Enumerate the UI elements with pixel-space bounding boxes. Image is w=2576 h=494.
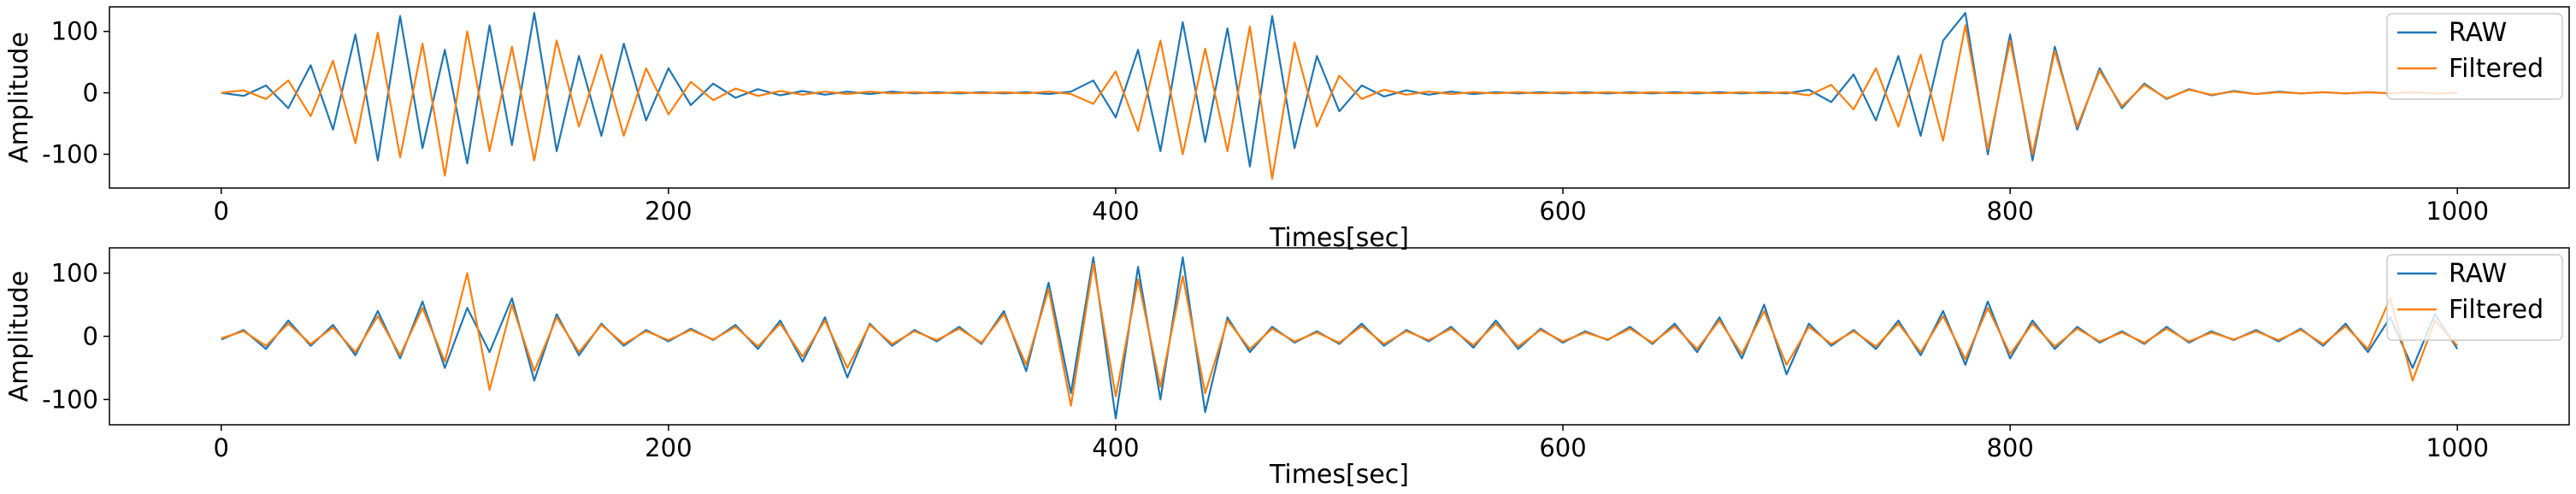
x-tick-label: 400 (1092, 433, 1139, 462)
x-tick-label: 800 (1986, 433, 2033, 462)
x-tick-label: 600 (1539, 197, 1586, 226)
x-tick-label: 1000 (2426, 433, 2489, 462)
axes-frame (109, 6, 2570, 189)
y-tick-label: -100 (42, 139, 98, 168)
legend: RAW Filtered (2386, 254, 2563, 341)
x-tick-label: 0 (214, 433, 229, 462)
legend-label-filtered: Filtered (2449, 54, 2544, 84)
series-line-filtered (221, 24, 2458, 180)
legend: RAW Filtered (2386, 13, 2563, 100)
x-tick-label: 800 (1986, 197, 2033, 226)
series-line-filtered (221, 262, 2459, 407)
x-tick-label: 200 (645, 433, 692, 462)
y-axis-label: Amplitude (4, 32, 34, 163)
legend-label-filtered: Filtered (2449, 295, 2544, 325)
y-axis-label: Amplitude (4, 271, 34, 403)
x-tick-label: 0 (214, 197, 229, 226)
x-axis-label: Times[sec] (1269, 460, 1409, 490)
x-tick-label: 400 (1092, 197, 1139, 226)
y-tick-label: 100 (51, 17, 98, 46)
x-tick-label: 600 (1539, 433, 1586, 462)
series-group (221, 256, 2459, 420)
series-line-raw (221, 12, 2458, 168)
y-tick-label: 0 (83, 79, 98, 108)
y-tick-label: 0 (83, 322, 98, 351)
x-tick-label: 1000 (2426, 197, 2489, 226)
series-line-raw (221, 256, 2459, 420)
legend-label-raw: RAW (2449, 259, 2507, 289)
y-tick-label: -100 (42, 385, 98, 414)
subplot-bottom: 0 200 400 600 800 1000 -100 0 100 Times[sec] Ampli… (4, 247, 2570, 490)
legend-box (2386, 254, 2563, 341)
y-tick-label: 100 (51, 259, 98, 288)
x-tick-label: 200 (645, 197, 692, 226)
subplot-top: 0 200 400 600 800 1000-1000100Times[sec]Ampli… (4, 6, 2570, 253)
series-group (221, 12, 2458, 180)
legend-label-raw: RAW (2449, 18, 2507, 48)
legend-box (2386, 13, 2563, 100)
